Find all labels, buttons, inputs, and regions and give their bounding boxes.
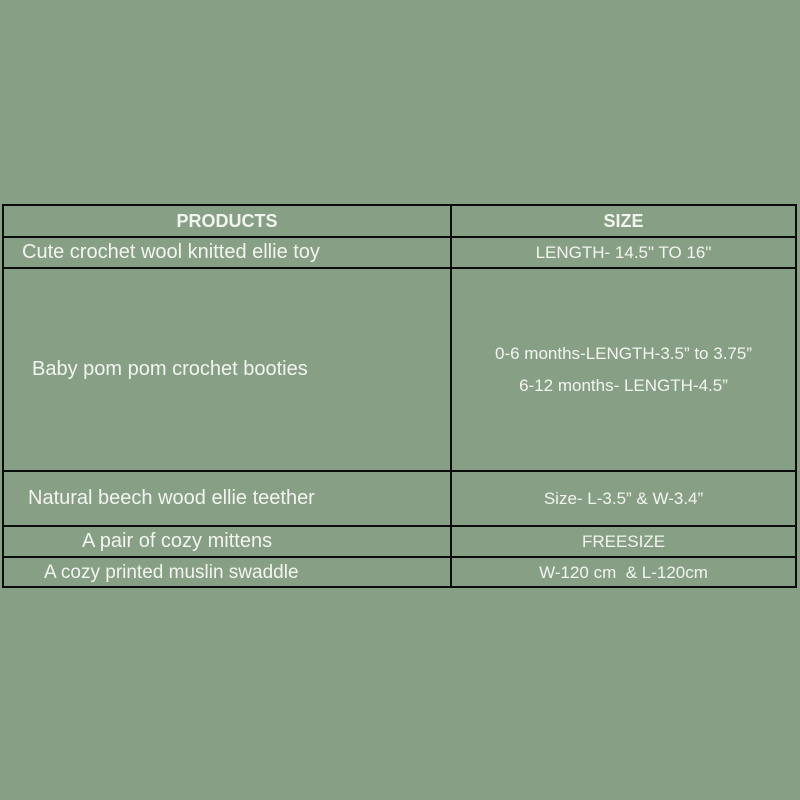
table-row: Cute crochet wool knitted ellie toy LENG… (4, 238, 795, 269)
table-row: A cozy printed muslin swaddle W-120 cm &… (4, 558, 795, 588)
header-products: PRODUCTS (4, 206, 452, 236)
table-row: Baby pom pom crochet booties 0-6 months-… (4, 269, 795, 472)
size-cell: 0-6 months-LENGTH-3.5” to 3.75” 6-12 mon… (452, 269, 795, 470)
size-text: 0-6 months-LENGTH-3.5” to 3.75” (495, 343, 752, 363)
size-text: Size- L-3.5” & W-3.4” (543, 488, 704, 508)
header-size: SIZE (603, 210, 644, 231)
size-cell: FREESIZE (452, 527, 795, 556)
size-cell: LENGTH- 14.5" TO 16" (452, 238, 795, 267)
table-row: A pair of cozy mittens FREESIZE (4, 527, 795, 558)
product-size-table: PRODUCTS SIZE Cute crochet wool knitted … (2, 204, 797, 588)
product-cell: A pair of cozy mittens (4, 527, 452, 556)
size-text: W-120 cm & L-120cm (539, 563, 708, 582)
header-row: PRODUCTS SIZE (4, 206, 795, 238)
size-text: 6-12 months- LENGTH-4.5” (519, 375, 728, 395)
size-cell: W-120 cm & L-120cm (452, 558, 795, 588)
product-cell: Natural beech wood ellie teether (4, 472, 452, 525)
product-cell: Baby pom pom crochet booties (4, 269, 452, 470)
size-cell: Size- L-3.5” & W-3.4” (452, 472, 795, 525)
product-cell: A cozy printed muslin swaddle (4, 558, 452, 588)
product-cell: Cute crochet wool knitted ellie toy (4, 238, 452, 267)
table-row: Natural beech wood ellie teether Size- L… (4, 472, 795, 527)
size-text: LENGTH- 14.5" TO 16" (535, 242, 712, 262)
size-text: FREESIZE (581, 531, 666, 551)
